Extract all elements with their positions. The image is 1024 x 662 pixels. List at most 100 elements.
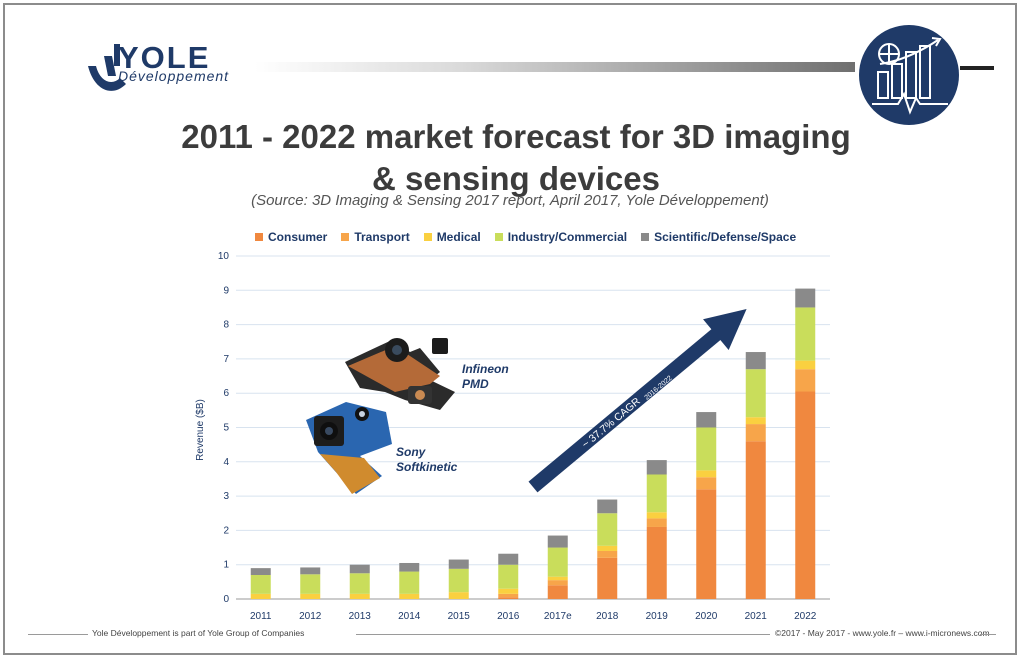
legend-label: Scientific/Defense/Space [654, 230, 797, 244]
bar-segment [448, 568, 469, 593]
bar-segment [795, 288, 816, 308]
y-tick-label: 4 [223, 457, 229, 468]
legend-item: Scientific/Defense/Space [641, 230, 796, 244]
bar-segment [547, 535, 568, 548]
x-tick-label: 2013 [349, 611, 372, 622]
bar-segment [399, 593, 420, 599]
bar-segment [300, 593, 321, 599]
logo-subtitle: Développement [118, 68, 230, 84]
x-tick-label: 2021 [745, 611, 768, 622]
x-tick-label: 2018 [596, 611, 619, 622]
y-tick-label: 3 [223, 491, 229, 502]
market-chart-badge-icon [859, 25, 959, 125]
bar-segment [498, 593, 519, 598]
bar-segment [696, 470, 717, 478]
chart-title: 2011 - 2022 market forecast for 3D imagi… [140, 116, 892, 200]
y-tick-label: 8 [223, 320, 229, 331]
bar-segment [448, 592, 469, 599]
x-tick-label: 2017e [544, 611, 572, 622]
header-divider-end [960, 66, 994, 70]
footer-rule-middle [356, 634, 770, 635]
chart-source: (Source: 3D Imaging & Sensing 2017 repor… [251, 192, 769, 209]
bar-segment [498, 588, 519, 594]
bar-segment [250, 568, 271, 575]
bar-segment [547, 585, 568, 599]
y-tick-label: 6 [223, 388, 229, 399]
bar-segment [646, 526, 667, 599]
bar-segment [646, 518, 667, 527]
sony-label-line1: Sony [396, 445, 427, 459]
chart-title-line1: 2011 - 2022 market forecast for 3D imagi… [181, 118, 851, 155]
cagr-label: ~ 37.7% CAGR [580, 395, 643, 451]
bar-segment [597, 499, 618, 514]
bar-segment [448, 559, 469, 569]
bar-segment [498, 564, 519, 589]
x-tick-label: 2020 [695, 611, 718, 622]
bar-segment [349, 573, 370, 594]
x-tick-label: 2016 [497, 611, 520, 622]
bar-segment [250, 593, 271, 599]
bar-segment [597, 513, 618, 546]
bar-segment [250, 574, 271, 594]
bar-segment [745, 441, 766, 599]
bar-segment [646, 474, 667, 513]
bar-segment [399, 562, 420, 572]
sony-softkinetic-device-image [306, 402, 392, 494]
bar-segment [745, 352, 766, 370]
infineon-pmd-device-image [345, 338, 455, 410]
x-tick-label: 2011 [250, 611, 272, 622]
bar-segment [547, 580, 568, 586]
bar-segment [795, 369, 816, 392]
y-axis-label: Revenue ($B) [195, 399, 206, 461]
legend-label: Consumer [268, 230, 328, 244]
infineon-label-line2: PMD [462, 377, 489, 391]
y-tick-label: 1 [223, 560, 229, 571]
legend-swatch [423, 233, 432, 241]
bar-segment [547, 547, 568, 577]
footer-copyright: ©2017 - May 2017 - www.yole.fr – www.i-m… [775, 628, 990, 638]
legend-swatch [494, 233, 503, 241]
bar-segment [696, 427, 717, 471]
bar-segment [646, 460, 667, 475]
bar-segment [597, 545, 618, 551]
x-tick-label: 2015 [448, 611, 471, 622]
legend-item: Transport [341, 230, 410, 244]
bar-segment [646, 512, 667, 519]
bar-segment [795, 391, 816, 599]
bar-segment [349, 564, 370, 574]
legend-swatch [641, 233, 650, 241]
bar-segment [498, 553, 519, 565]
bar-segment [795, 307, 816, 361]
footer-company-note: Yole Développement is part of Yole Group… [92, 628, 305, 638]
y-tick-label: 7 [223, 354, 229, 365]
y-tick-label: 10 [218, 251, 230, 262]
bar-segment [498, 597, 519, 599]
chart-title-line2: & sensing devices [372, 160, 660, 197]
bar-segment [795, 360, 816, 370]
x-tick-label: 2014 [398, 611, 421, 622]
x-tick-label: 2019 [646, 611, 669, 622]
y-tick-label: 0 [223, 594, 229, 605]
legend-label: Transport [354, 230, 410, 244]
bar-segment [300, 567, 321, 575]
y-tick-label: 2 [223, 525, 229, 536]
yole-logo-mark [88, 44, 126, 91]
legend-label: Medical [436, 230, 481, 244]
slide-frame [3, 3, 1017, 655]
chart-legend: Consumer Transport Medical Industry/Commerc… [255, 230, 796, 244]
bar-segment [547, 576, 568, 581]
bar-segment [696, 477, 717, 490]
x-tick-label: 2022 [794, 611, 817, 622]
bar-segment [745, 417, 766, 425]
legend-label: Industry/Commercial [507, 230, 628, 244]
bar-segment [349, 593, 370, 599]
bar-segment [745, 424, 766, 442]
legend-item: Medical [423, 230, 481, 244]
legend-item: Industry/Commercial [494, 230, 628, 244]
bar-segment [597, 550, 618, 558]
y-tick-label: 5 [223, 423, 229, 434]
logo-name: YOLE [118, 40, 211, 75]
infineon-label-line1: Infineon [462, 362, 509, 376]
svg-text:~ 37.7% CAGR 2016-2022: ~ 37.7% CAGR 2016-2022 [580, 370, 674, 451]
